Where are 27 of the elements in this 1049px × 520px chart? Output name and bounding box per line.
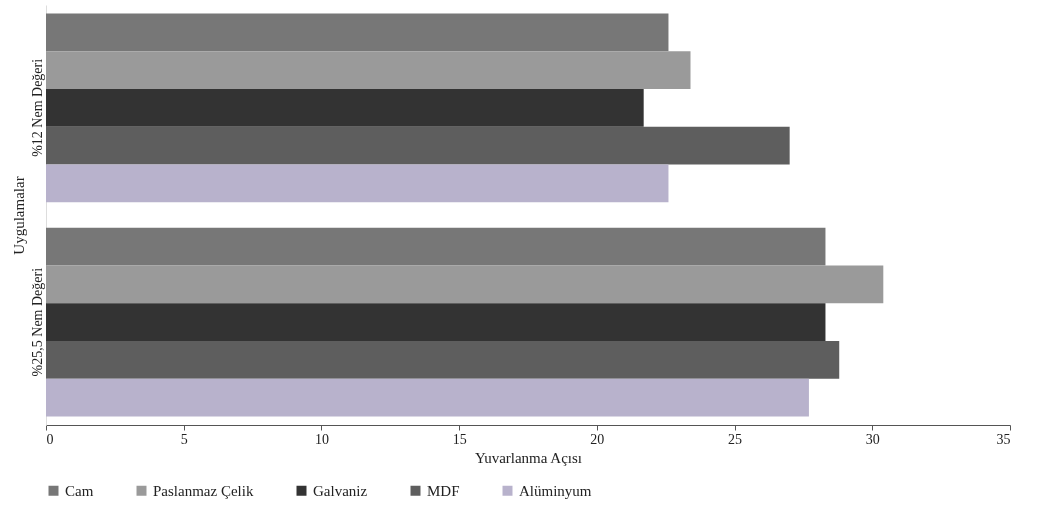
legend-label: Galvaniz (313, 482, 368, 499)
bar (46, 126, 790, 165)
x-axis-title: Yuvarlanma Açısı (474, 449, 583, 466)
bar (46, 303, 826, 341)
x-tick-label: 25 (728, 431, 743, 447)
y-axis-title: Uygulamalar (10, 176, 27, 255)
bar (46, 164, 669, 203)
y-tick-label: %25,5 Nem Değeri (29, 267, 45, 377)
x-tick-label: 5 (180, 431, 188, 447)
bar (46, 89, 644, 127)
bar (46, 13, 669, 52)
legend-label: Alüminyum (519, 482, 592, 499)
x-tick-label: 10 (314, 431, 329, 447)
bar (46, 51, 691, 89)
x-tick-label: 15 (452, 431, 467, 447)
x-tick-label: 30 (865, 431, 880, 447)
legend-label: MDF (427, 482, 460, 499)
x-tick-label: 35 (996, 431, 1011, 447)
y-tick-label: %12 Nem Değeri (29, 58, 45, 157)
bar (46, 227, 826, 266)
bar (46, 265, 884, 304)
legend-label: Cam (65, 482, 94, 499)
x-tick-label: 20 (590, 431, 605, 447)
bar (46, 378, 809, 417)
bar (46, 341, 840, 379)
x-tick-label: 0 (46, 431, 54, 447)
legend-label: Paslanmaz Çelik (153, 482, 254, 499)
